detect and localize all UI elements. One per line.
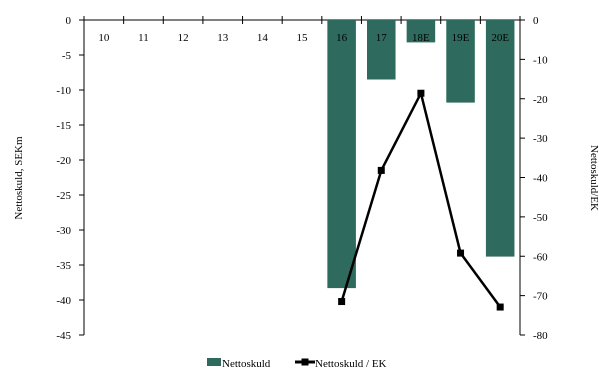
left-tick-label: -20 <box>56 155 71 167</box>
bar <box>485 20 515 257</box>
category-label: 13 <box>217 32 229 44</box>
right-tick-label: -50 <box>533 212 548 224</box>
category-label: 10 <box>98 32 110 44</box>
left-axis: 0 -5 -10 -15 -20 -25 -30 -35 -40 -45 <box>56 15 85 342</box>
legend: Nettoskuld Nettoskuld / EK <box>207 358 387 370</box>
line-marker <box>417 89 425 97</box>
right-tick-label: -40 <box>533 173 548 185</box>
legend-line-marker <box>301 358 309 366</box>
category-label: 11 <box>138 32 149 44</box>
line-marker <box>338 298 346 306</box>
category-label: 20E <box>491 32 509 44</box>
left-tick-label: -45 <box>56 330 71 342</box>
category-label: 17 <box>376 32 388 44</box>
left-tick-label: -30 <box>56 225 71 237</box>
left-tick-label: -5 <box>62 50 72 62</box>
legend-bar-label: Nettoskuld <box>222 358 271 370</box>
right-axis: 0 -10 -20 -30 -40 -50 -60 -70 -80 <box>519 15 548 342</box>
legend-bar-swatch <box>207 358 221 366</box>
category-label: 14 <box>257 32 269 44</box>
line-path <box>340 89 502 308</box>
right-tick-label: -80 <box>533 330 548 342</box>
category-labels: 10 11 12 13 14 15 16 17 18E 19E 20E <box>98 32 509 44</box>
bar <box>367 20 396 80</box>
left-tick-label: -10 <box>56 85 71 97</box>
legend-line-label: Nettoskuld / EK <box>315 358 387 370</box>
right-tick-label: -20 <box>533 94 548 106</box>
right-tick-label: -60 <box>533 251 548 263</box>
left-tick-label: -35 <box>56 260 71 272</box>
left-tick-label: 0 <box>66 15 72 27</box>
line-marker <box>377 166 385 174</box>
category-label: 16 <box>336 32 348 44</box>
left-tick-label: -15 <box>56 120 71 132</box>
category-label: 18E <box>412 32 430 44</box>
line-marker <box>496 303 504 311</box>
line-marker <box>457 249 465 257</box>
left-axis-title: Nettoskuld, SEKm <box>13 136 25 220</box>
right-tick-label: 0 <box>533 15 539 27</box>
left-tick-label: -25 <box>56 190 71 202</box>
right-tick-label: -10 <box>533 54 548 66</box>
category-label: 15 <box>297 32 309 44</box>
right-axis-title: Nettoskuld/EK <box>588 145 599 211</box>
right-tick-label: -70 <box>533 291 548 303</box>
line-series <box>338 89 504 311</box>
right-tick-label: -30 <box>533 133 548 145</box>
category-label: 19E <box>452 32 470 44</box>
bar <box>406 20 436 43</box>
left-tick-label: -40 <box>56 295 71 307</box>
bar <box>446 20 475 103</box>
bar-series <box>327 20 515 289</box>
category-label: 12 <box>178 32 189 44</box>
bar <box>327 20 356 289</box>
